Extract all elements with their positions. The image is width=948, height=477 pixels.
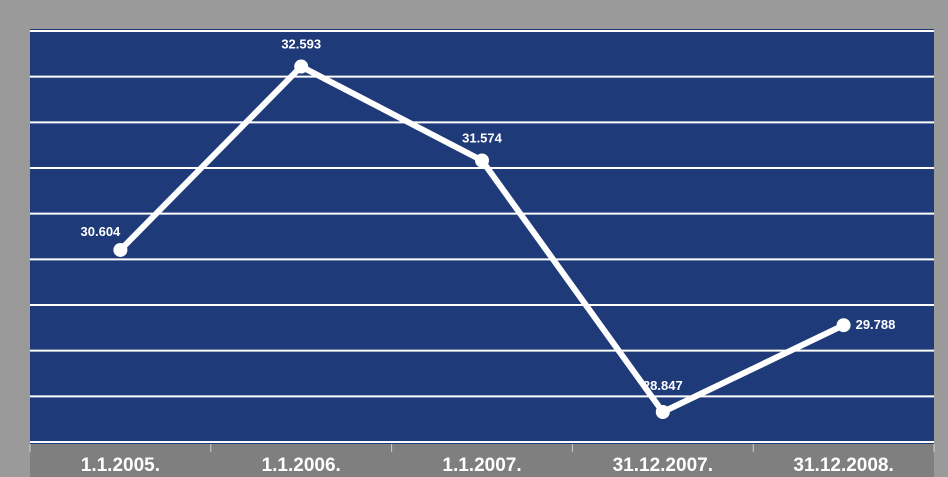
data-label: 30.604 [81,224,122,239]
x-tick-label: 1.1.2006. [262,455,341,476]
data-label: 32.593 [281,37,321,52]
plot-area [30,29,934,444]
series-group: 30.604 32.593 31.574 28.847 29.788 [81,37,896,419]
data-point [113,242,128,257]
x-axis-bar [30,444,934,477]
x-tick-label: 31.12.2007. [613,455,713,476]
gridlines [30,30,934,443]
data-label: 28.847 [643,378,683,393]
x-tick-label: 1.1.2007. [442,455,521,476]
data-label: 29.788 [856,317,896,332]
data-point [655,404,670,419]
x-tick-label: 1.1.2005. [81,455,160,476]
data-point [475,153,489,168]
data-label: 31.574 [462,131,503,146]
data-point [294,59,309,74]
x-axis-ticks [29,444,935,452]
x-tick-label: 31.12.2008. [793,455,893,476]
x-axis-labels: 1.1.2005. 1.1.2006. 1.1.2007. 31.12.2007. 31… [81,455,894,476]
data-point [836,318,851,333]
